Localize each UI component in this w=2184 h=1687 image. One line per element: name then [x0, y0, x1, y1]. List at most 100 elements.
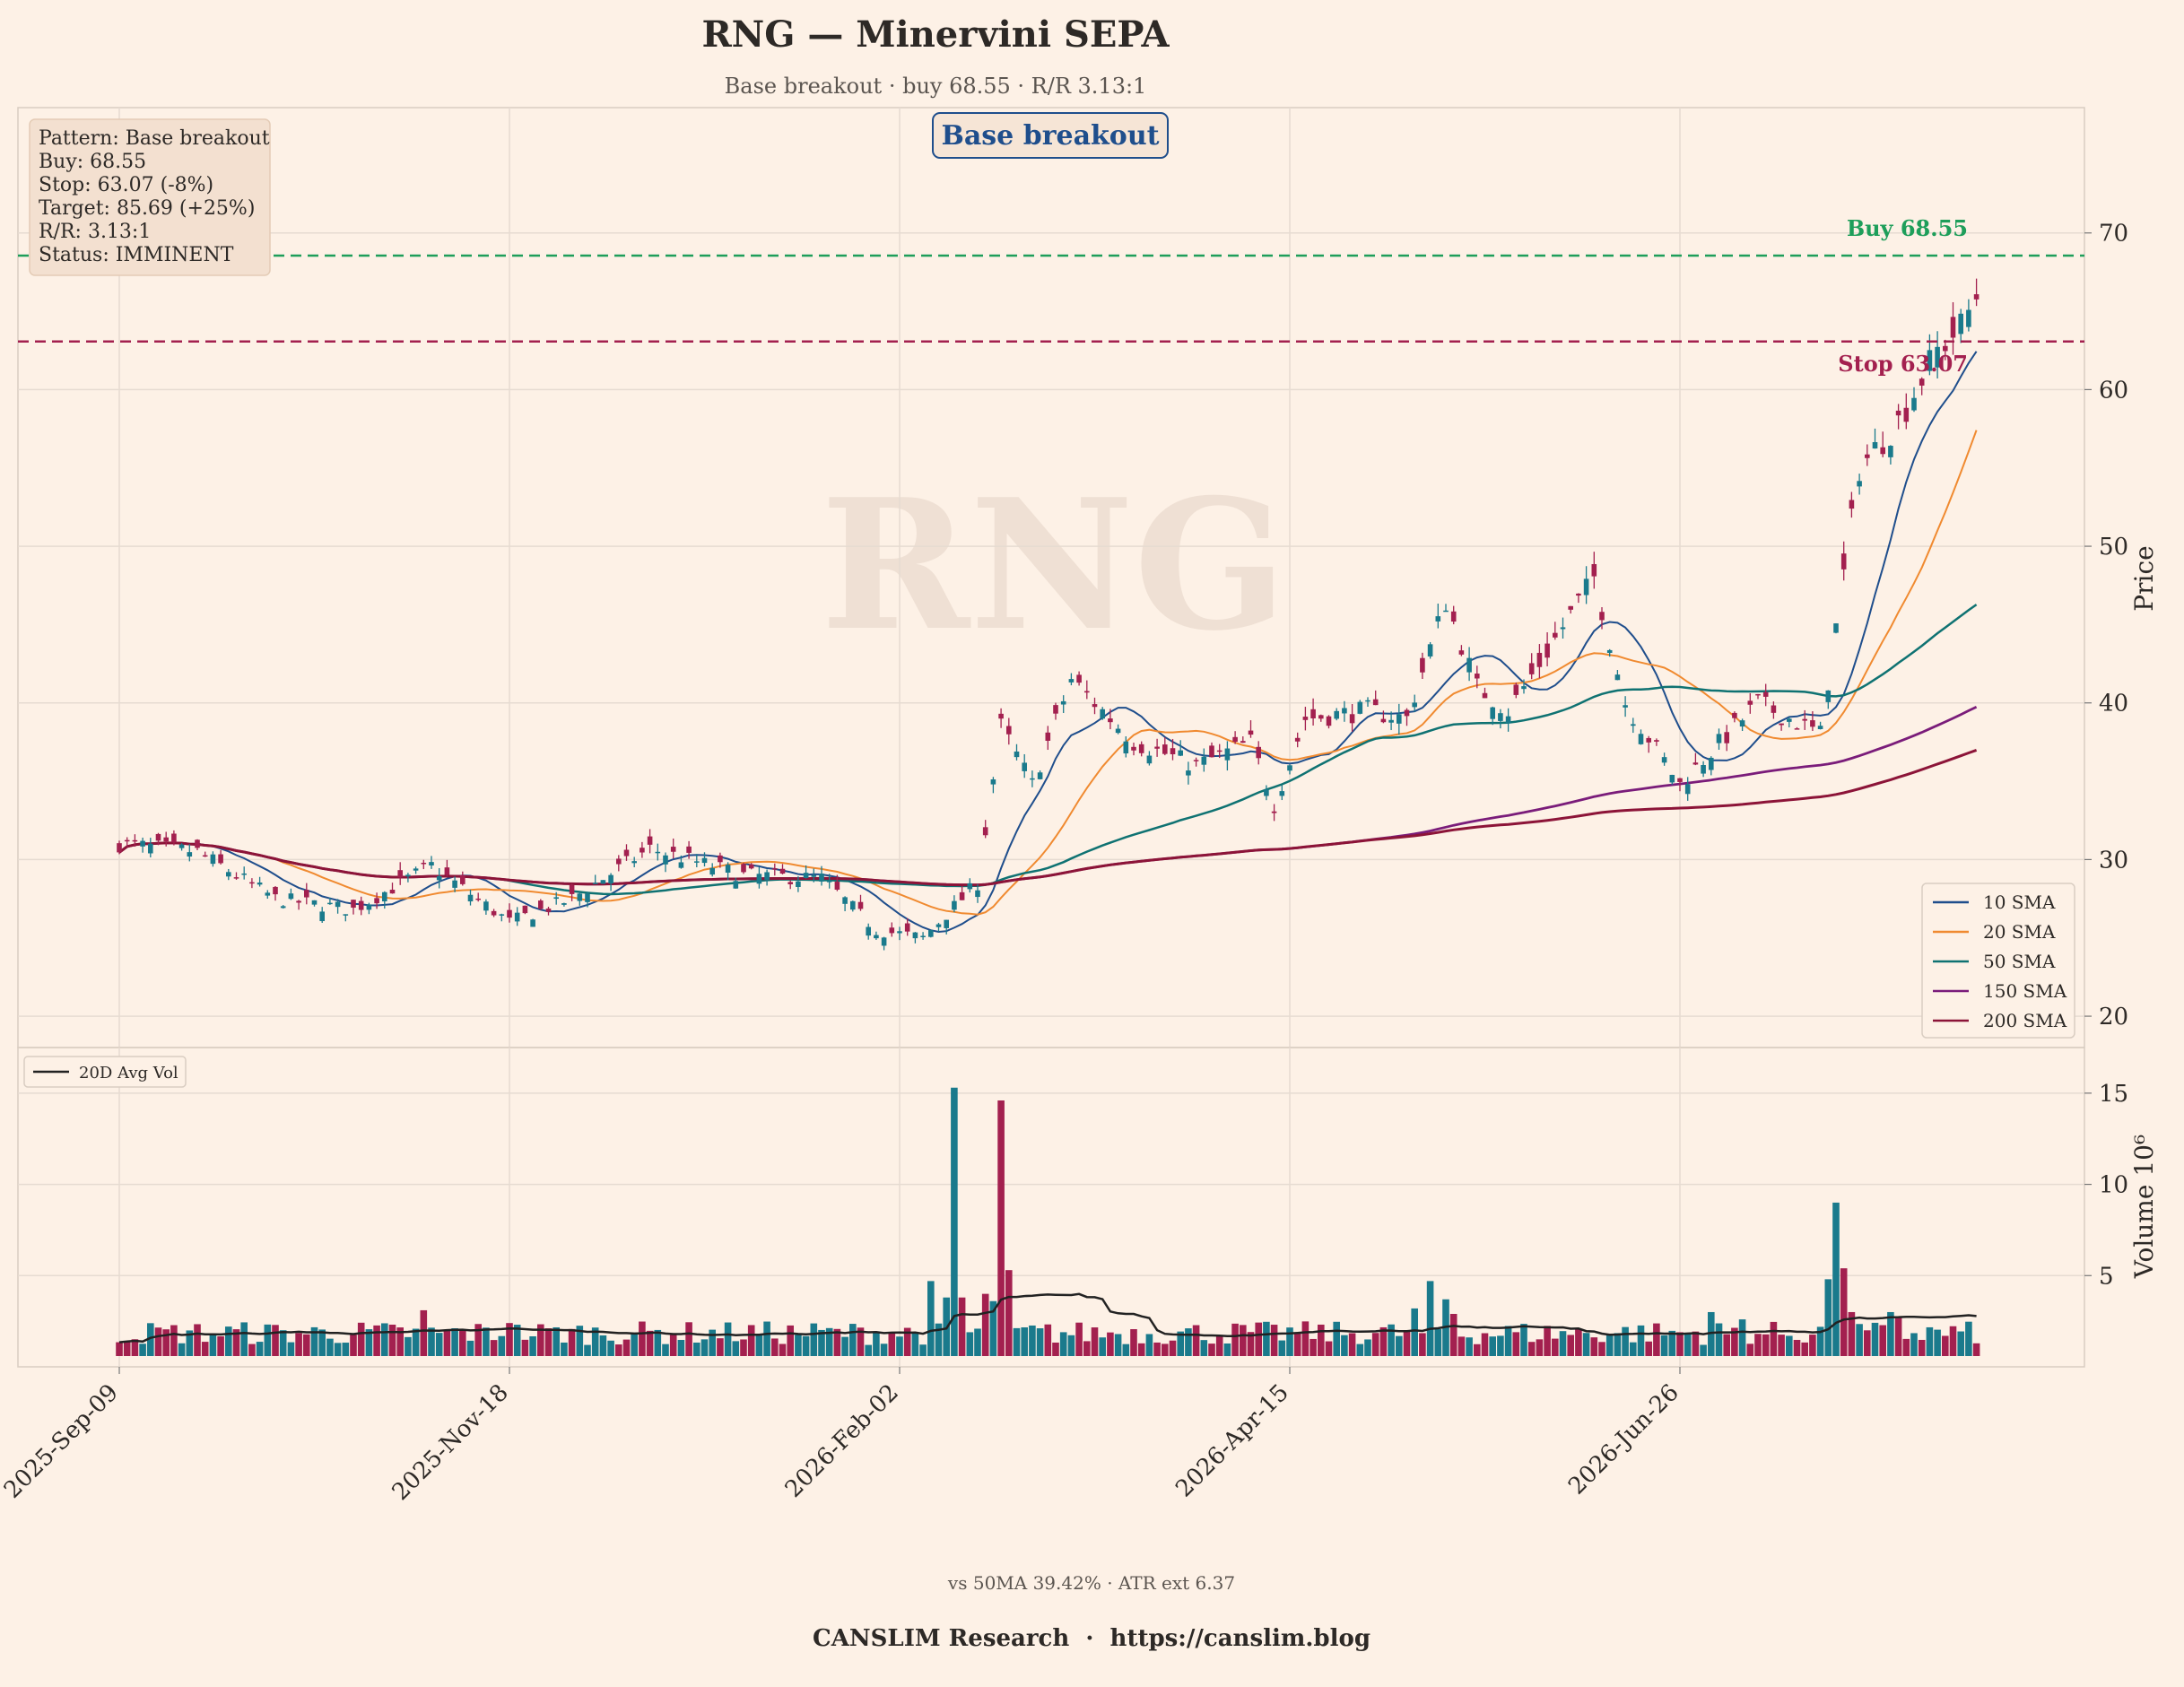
volume-bar [1396, 1335, 1403, 1356]
volume-bar [116, 1342, 123, 1356]
sma-200-line [118, 748, 1978, 887]
volume-bar [1169, 1340, 1177, 1356]
candle-down [772, 868, 778, 870]
candle-down [741, 864, 746, 873]
candle-down [296, 900, 301, 903]
candle-up [975, 890, 980, 898]
candle-down [1544, 643, 1550, 658]
volume-bar [1824, 1279, 1832, 1356]
price-tick-label: 60 [2099, 377, 2128, 404]
candle-up [592, 883, 598, 884]
volume-bar [599, 1335, 607, 1356]
price-tick-label: 30 [2099, 847, 2128, 874]
volume-bar [1723, 1334, 1730, 1356]
candle-up [1669, 774, 1675, 783]
candle-down [1528, 663, 1535, 674]
volume-bar [1840, 1268, 1848, 1356]
x-tick-label: 2025-Sep-09 [0, 1379, 124, 1504]
candle-up [1560, 627, 1566, 630]
volume-bar [529, 1335, 536, 1356]
candle-up [530, 919, 535, 927]
volume-bar [997, 1100, 1005, 1356]
candle-down [1880, 447, 1885, 455]
volume-bar [1489, 1336, 1496, 1356]
pattern-badge-box [932, 112, 1169, 159]
volume-bar [1676, 1332, 1684, 1356]
candle-up [241, 873, 247, 875]
candle-down [1193, 760, 1199, 761]
candle-up [1397, 714, 1402, 724]
candle-down [647, 836, 653, 845]
volume-bar [639, 1321, 646, 1356]
volume-bar [724, 1322, 732, 1356]
volume-bar [1894, 1317, 1902, 1356]
volume-bar [1778, 1335, 1785, 1356]
volume-bar [1318, 1324, 1325, 1356]
volume-bar [1926, 1326, 1934, 1356]
candle-down [389, 890, 396, 894]
candle-down [1802, 718, 1807, 721]
volume-panel: 5 10 15 [17, 1047, 2128, 1368]
volume-bar [622, 1339, 631, 1356]
candle-up [1435, 616, 1441, 622]
candle-up [1287, 765, 1292, 771]
volume-bar [849, 1324, 857, 1356]
candle-up [514, 912, 520, 922]
volume-bar [927, 1281, 935, 1356]
candle-up [1123, 741, 1129, 754]
volume-bar [466, 1340, 474, 1356]
candle-down [507, 909, 512, 918]
candle-up [1443, 610, 1449, 613]
volume-bar [1466, 1337, 1473, 1356]
volume-bar [732, 1341, 740, 1356]
candle-up [1505, 716, 1511, 724]
candle-up [764, 872, 770, 880]
candle-up [327, 902, 333, 905]
candle-down [1646, 737, 1651, 743]
volume-bar [1645, 1341, 1652, 1356]
candle-down [202, 855, 208, 857]
candle-up [1060, 700, 1066, 705]
volume-bar [1029, 1325, 1036, 1356]
volume-tick-label: 5 [2099, 1263, 2114, 1290]
candle-up [499, 914, 505, 916]
candle-down [1372, 699, 1379, 706]
volume-bar [911, 1333, 919, 1356]
volume-bar [561, 1342, 568, 1356]
candle-down [1599, 612, 1605, 621]
candle-down [538, 900, 544, 909]
volume-bar [318, 1329, 326, 1356]
volume-bar [1559, 1331, 1567, 1356]
price-axis-label: Price [2129, 545, 2159, 611]
volume-bar [1590, 1337, 1598, 1356]
volume-bar [1598, 1342, 1605, 1356]
candle-up [1388, 719, 1394, 723]
volume-bar [295, 1333, 302, 1356]
volume-bar [958, 1297, 966, 1356]
candle-up [1490, 707, 1495, 719]
candle-down [1162, 744, 1168, 754]
candle-down [155, 833, 161, 841]
volume-bar [1449, 1314, 1457, 1356]
volume-bar [1293, 1333, 1301, 1356]
candle-up [1888, 446, 1893, 457]
candle-down [670, 847, 676, 852]
volume-bar [1099, 1337, 1106, 1356]
volume-bar [747, 1325, 755, 1356]
candle-up [1857, 481, 1862, 487]
candle-down [623, 849, 630, 857]
pattern-badge-label: Base breakout [942, 120, 1160, 152]
candle-down [1692, 762, 1699, 765]
candle-up [1365, 700, 1370, 702]
candle-down [1380, 718, 1387, 723]
volume-bar [287, 1342, 295, 1356]
volume-bar [388, 1324, 396, 1356]
candle-up [811, 874, 817, 877]
volume-bar [1605, 1335, 1614, 1356]
candle-down [1302, 717, 1309, 720]
volume-bar [553, 1326, 560, 1356]
volume-bar [1520, 1324, 1527, 1356]
candle-down [233, 877, 239, 879]
volume-bar [1215, 1335, 1223, 1356]
candle-up [1466, 657, 1472, 673]
